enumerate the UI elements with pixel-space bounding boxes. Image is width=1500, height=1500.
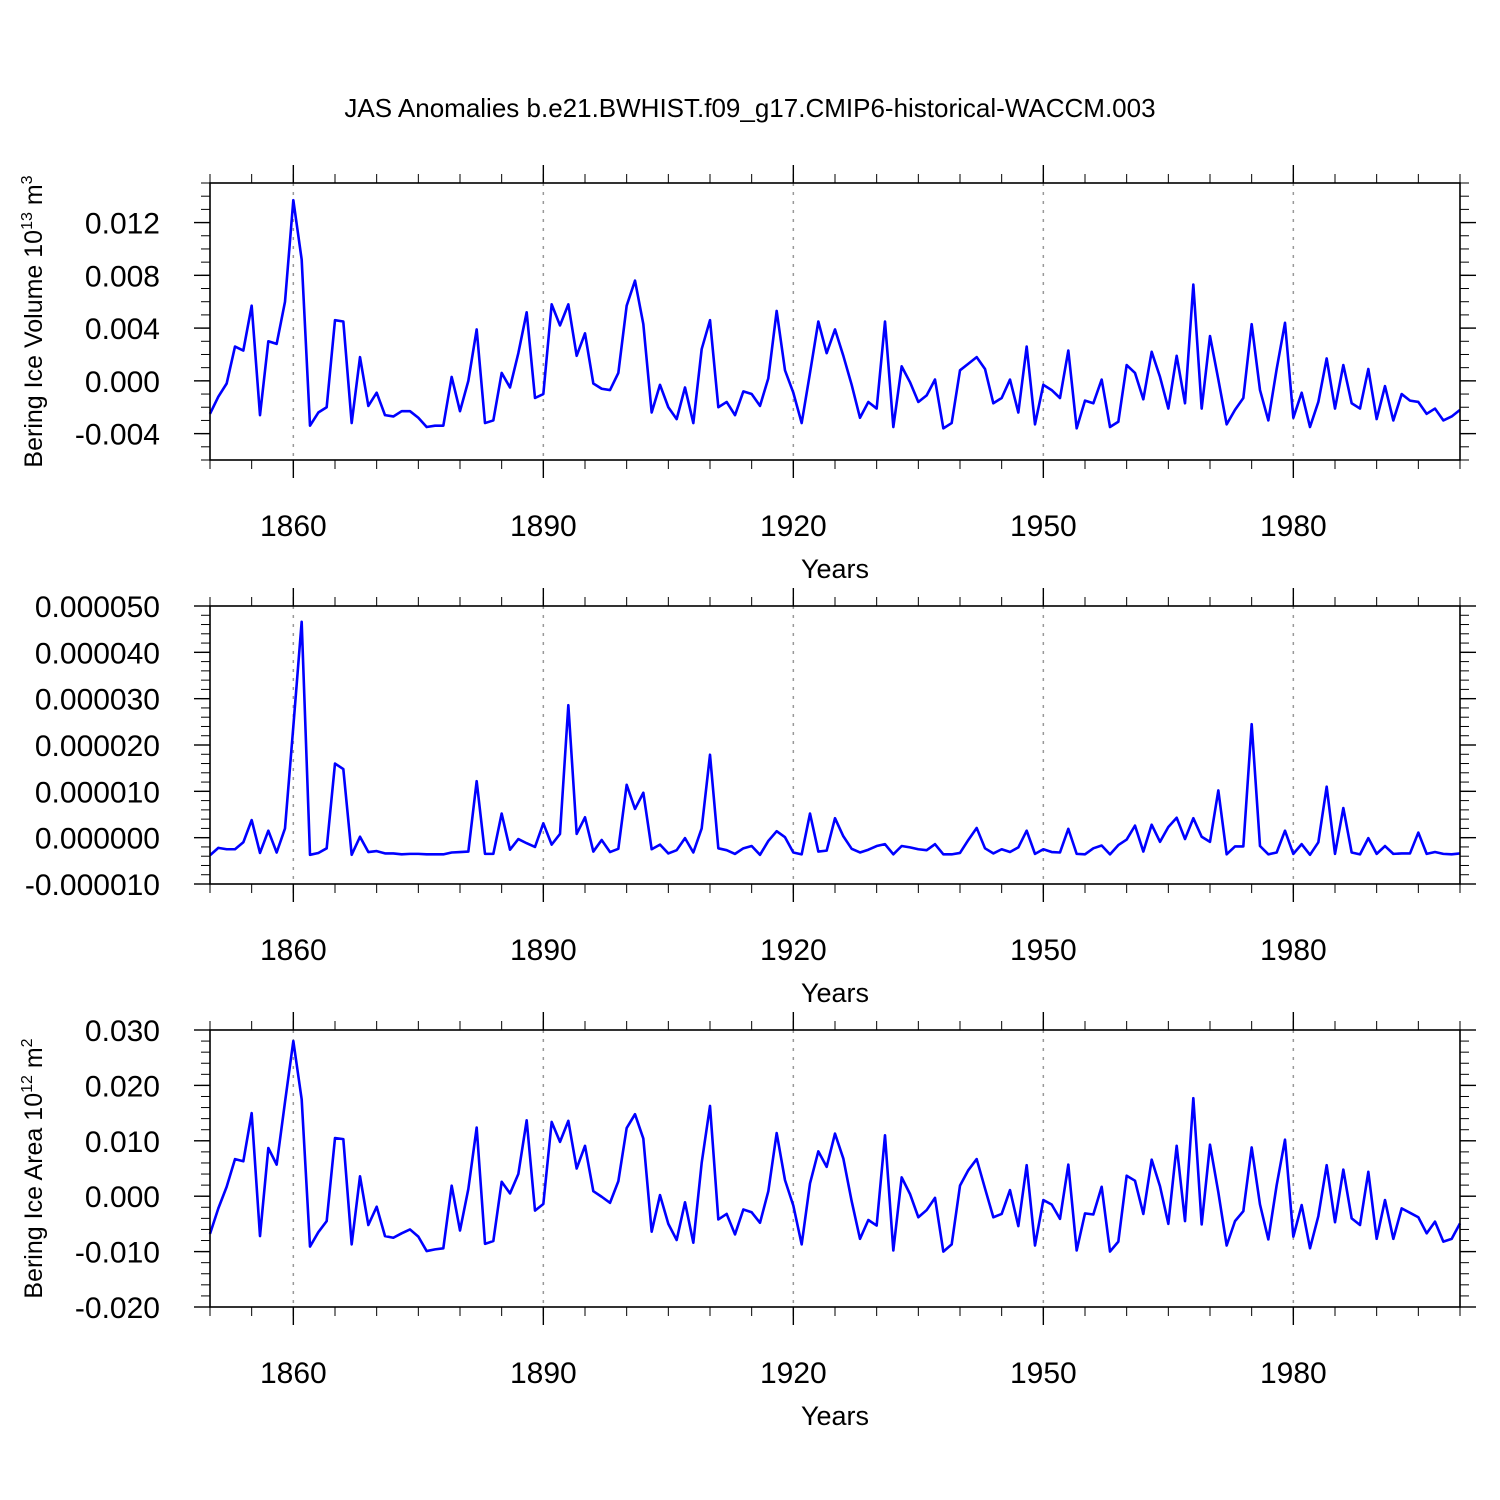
y-axis-label-unitsup: 3 <box>19 175 36 184</box>
x-axis-label: Years <box>801 978 869 1008</box>
y-tick-label: -0.000010 <box>25 869 160 902</box>
x-tick-label: 1860 <box>260 1357 327 1390</box>
series-line <box>208 198 1461 430</box>
y-tick-label: 0.000010 <box>35 776 160 809</box>
y-tick-label: 0.030 <box>85 1015 160 1048</box>
y-tick-label: 0.004 <box>85 313 160 346</box>
x-tick-label: 1890 <box>510 510 577 543</box>
x-tick-label: 1920 <box>760 1357 827 1390</box>
plot-frame <box>209 605 1461 885</box>
x-tick-label: 1860 <box>260 934 327 967</box>
y-tick-label: 0.012 <box>85 208 160 241</box>
x-tick-label: 1980 <box>1260 934 1327 967</box>
x-axis-label: Years <box>801 554 869 584</box>
series-line <box>208 1039 1462 1253</box>
x-tick-label: 1950 <box>1010 934 1077 967</box>
y-axis-label-text: Bering Ice Volume 10 <box>20 230 48 468</box>
plot-frame <box>209 182 1461 461</box>
y-tick-label: -0.020 <box>75 1292 160 1325</box>
x-tick-label: 1950 <box>1010 510 1077 543</box>
x-tick-label: 1860 <box>260 510 327 543</box>
plot-frame <box>209 1029 1461 1308</box>
y-axis-label-unit: m <box>20 1047 48 1075</box>
x-tick-label: 1920 <box>760 510 827 543</box>
y-tick-label: 0.000000 <box>35 823 160 856</box>
y-tick-label: 0.000 <box>85 1181 160 1214</box>
y-axis-label: Bering Ice Area 1012 m2 <box>19 1038 48 1298</box>
y-tick-label: 0.000020 <box>35 730 160 763</box>
x-tick-label: 1950 <box>1010 1357 1077 1390</box>
y-axis-label: Bering Ice Volume 1013 m3 <box>19 175 48 467</box>
x-axis-label: Years <box>801 1401 869 1431</box>
series-line <box>209 620 1461 857</box>
x-tick-label: 1890 <box>510 1357 577 1390</box>
panel-ice-area: -0.020 -0.010 0.000 0.010 0.020 0.030 1860 1890… <box>19 1012 1476 1431</box>
y-tick-label: 0.020 <box>85 1070 160 1103</box>
y-axis-label-unit: m <box>20 184 48 212</box>
figure-title: JAS Anomalies b.e21.BWHIST.f09_g17.CMIP6… <box>344 93 1155 123</box>
y-tick-label: 0.000 <box>85 366 160 399</box>
y-tick-label: 0.000050 <box>35 591 160 624</box>
panel-middle: -0.000010 0.000000 0.000010 0.000020 0.00003… <box>25 588 1476 1008</box>
y-tick-label: 0.000030 <box>35 684 160 717</box>
panel-ice-volume: -0.004 0.000 0.004 0.008 0.012 1860 1890 1920 19… <box>19 165 1476 584</box>
y-tick-label: -0.004 <box>75 419 160 452</box>
y-axis-label-sup: 12 <box>19 1075 36 1093</box>
y-axis-label-sup: 13 <box>19 212 36 230</box>
y-axis-label-text: Bering Ice Area 10 <box>20 1093 48 1299</box>
x-tick-label: 1980 <box>1260 510 1327 543</box>
y-tick-label: -0.010 <box>75 1237 160 1270</box>
x-tick-label: 1920 <box>760 934 827 967</box>
x-tick-label: 1980 <box>1260 1357 1327 1390</box>
y-tick-label: 0.008 <box>85 260 160 293</box>
x-tick-label: 1890 <box>510 934 577 967</box>
y-axis-label-unitsup: 2 <box>19 1038 36 1047</box>
y-tick-label: 0.000040 <box>35 637 160 670</box>
y-tick-label: 0.010 <box>85 1126 160 1159</box>
